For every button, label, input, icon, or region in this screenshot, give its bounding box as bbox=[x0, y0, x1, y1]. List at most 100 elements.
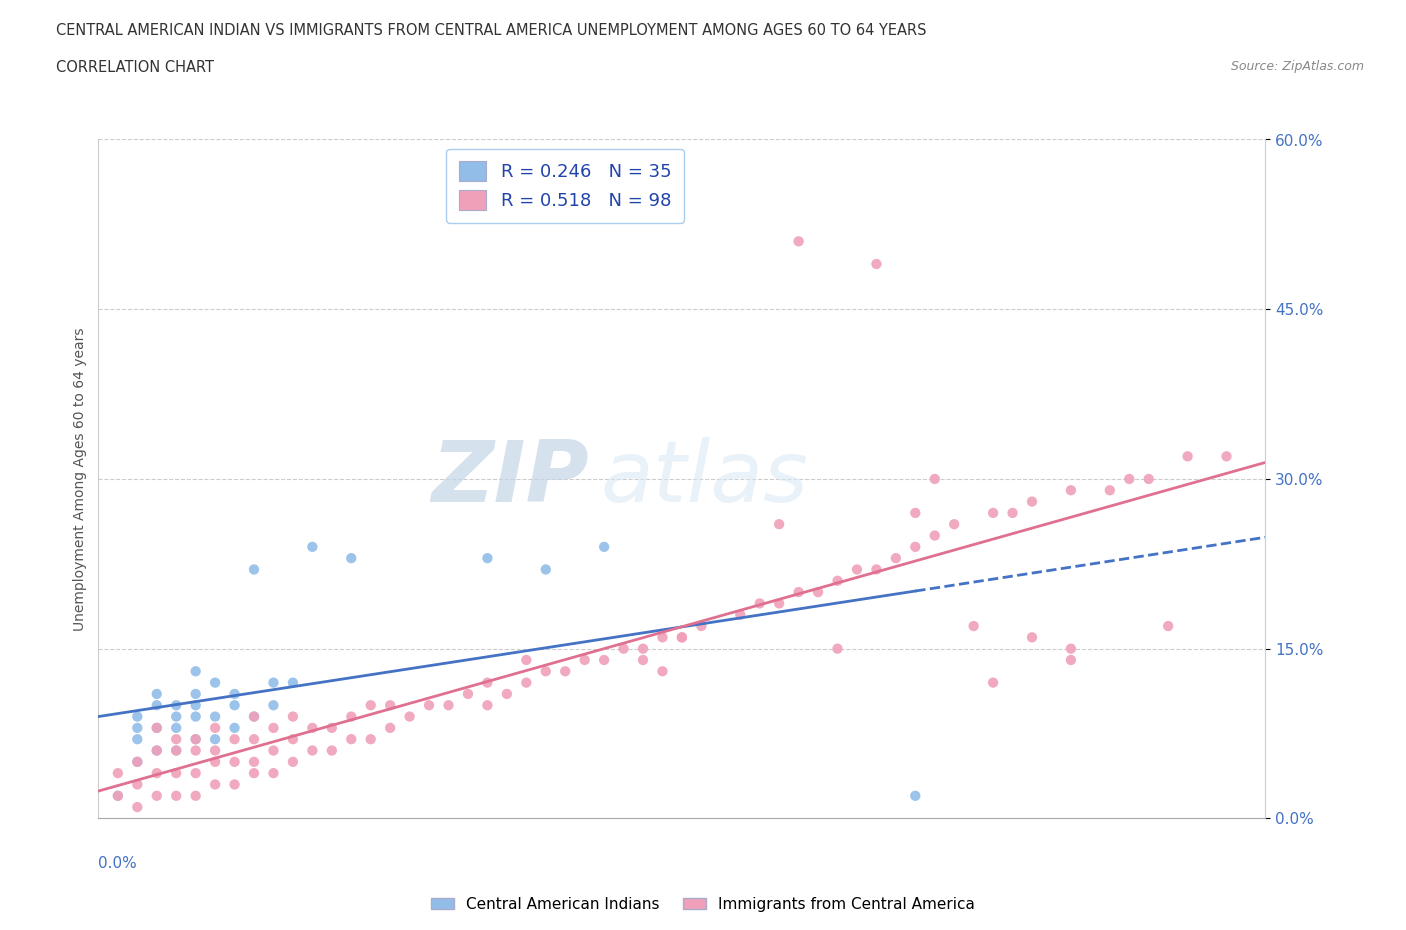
Point bbox=[184, 789, 207, 804]
Point bbox=[651, 664, 673, 679]
Point bbox=[477, 675, 499, 690]
Point bbox=[127, 754, 149, 769]
Point bbox=[748, 596, 770, 611]
Point bbox=[146, 789, 169, 804]
Point bbox=[243, 732, 266, 747]
Point bbox=[924, 472, 946, 486]
Point bbox=[243, 754, 266, 769]
Point bbox=[631, 642, 654, 657]
Point bbox=[262, 743, 284, 758]
Point bbox=[243, 562, 266, 577]
Point bbox=[165, 698, 187, 712]
Point bbox=[943, 517, 966, 532]
Point bbox=[127, 800, 149, 815]
Point bbox=[671, 630, 693, 644]
Point bbox=[262, 765, 284, 780]
Point bbox=[884, 551, 907, 565]
Point bbox=[554, 664, 576, 679]
Point bbox=[165, 765, 187, 780]
Point bbox=[184, 686, 207, 701]
Point bbox=[807, 585, 830, 600]
Point bbox=[593, 653, 616, 668]
Point bbox=[962, 618, 984, 633]
Point bbox=[904, 505, 927, 520]
Point bbox=[107, 789, 129, 804]
Point bbox=[787, 233, 810, 248]
Point bbox=[768, 596, 790, 611]
Point bbox=[981, 505, 1004, 520]
Point bbox=[1021, 494, 1043, 509]
Point bbox=[165, 743, 187, 758]
Point bbox=[224, 721, 246, 736]
Point bbox=[262, 675, 284, 690]
Point bbox=[865, 257, 887, 272]
Point bbox=[184, 709, 207, 724]
Point bbox=[1098, 483, 1121, 498]
Point bbox=[127, 754, 149, 769]
Point bbox=[1021, 630, 1043, 644]
Point bbox=[827, 642, 849, 657]
Legend: R = 0.246   N = 35, R = 0.518   N = 98: R = 0.246 N = 35, R = 0.518 N = 98 bbox=[447, 149, 683, 222]
Point bbox=[904, 789, 927, 804]
Text: CORRELATION CHART: CORRELATION CHART bbox=[56, 60, 214, 75]
Point bbox=[127, 721, 149, 736]
Point bbox=[281, 732, 304, 747]
Point bbox=[184, 732, 207, 747]
Point bbox=[127, 709, 149, 724]
Point bbox=[146, 721, 169, 736]
Point bbox=[146, 743, 169, 758]
Point bbox=[1060, 642, 1083, 657]
Point bbox=[301, 721, 323, 736]
Point bbox=[340, 709, 363, 724]
Point bbox=[398, 709, 420, 724]
Point bbox=[477, 698, 499, 712]
Y-axis label: Unemployment Among Ages 60 to 64 years: Unemployment Among Ages 60 to 64 years bbox=[73, 327, 87, 631]
Point bbox=[534, 664, 557, 679]
Point bbox=[360, 732, 382, 747]
Point bbox=[184, 732, 207, 747]
Point bbox=[1177, 449, 1199, 464]
Point bbox=[437, 698, 460, 712]
Point bbox=[224, 777, 246, 792]
Text: ZIP: ZIP bbox=[430, 437, 589, 521]
Point bbox=[787, 585, 810, 600]
Point bbox=[165, 709, 187, 724]
Point bbox=[204, 743, 226, 758]
Point bbox=[224, 698, 246, 712]
Point bbox=[515, 675, 537, 690]
Point bbox=[184, 664, 207, 679]
Point bbox=[360, 698, 382, 712]
Point bbox=[281, 675, 304, 690]
Point bbox=[184, 743, 207, 758]
Point bbox=[146, 721, 169, 736]
Point bbox=[165, 721, 187, 736]
Point bbox=[340, 732, 363, 747]
Text: CENTRAL AMERICAN INDIAN VS IMMIGRANTS FROM CENTRAL AMERICA UNEMPLOYMENT AMONG AG: CENTRAL AMERICAN INDIAN VS IMMIGRANTS FR… bbox=[56, 23, 927, 38]
Point bbox=[981, 675, 1004, 690]
Point bbox=[593, 539, 616, 554]
Point bbox=[827, 573, 849, 589]
Point bbox=[165, 732, 187, 747]
Point bbox=[477, 551, 499, 565]
Point bbox=[127, 777, 149, 792]
Point bbox=[378, 721, 402, 736]
Point bbox=[165, 743, 187, 758]
Point bbox=[574, 653, 596, 668]
Point bbox=[204, 709, 226, 724]
Point bbox=[1060, 483, 1083, 498]
Point bbox=[262, 698, 284, 712]
Point bbox=[904, 539, 927, 554]
Point bbox=[1001, 505, 1024, 520]
Point bbox=[281, 709, 304, 724]
Point bbox=[301, 743, 323, 758]
Point bbox=[865, 562, 887, 577]
Point bbox=[146, 686, 169, 701]
Point bbox=[515, 653, 537, 668]
Point bbox=[146, 698, 169, 712]
Point bbox=[204, 754, 226, 769]
Text: Source: ZipAtlas.com: Source: ZipAtlas.com bbox=[1230, 60, 1364, 73]
Point bbox=[224, 754, 246, 769]
Point bbox=[107, 789, 129, 804]
Text: 0.0%: 0.0% bbox=[98, 856, 138, 870]
Point bbox=[651, 630, 673, 644]
